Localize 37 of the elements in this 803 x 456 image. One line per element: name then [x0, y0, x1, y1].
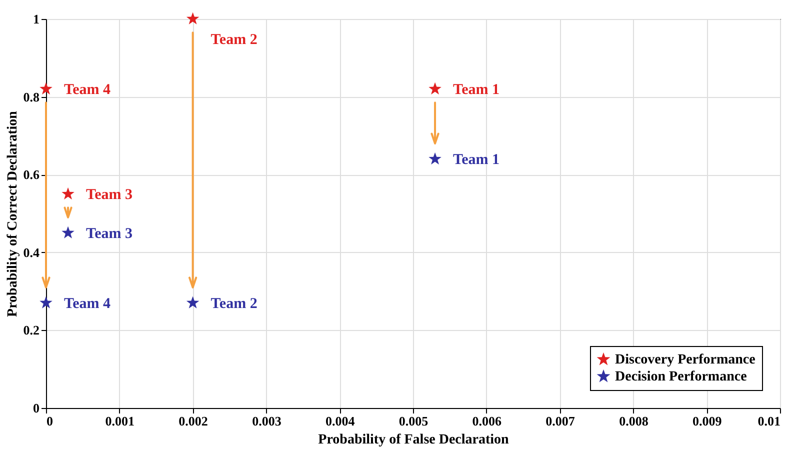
data-label: Team 2: [210, 296, 258, 312]
y-tick-label: 0.6: [23, 167, 40, 182]
data-label: Team 3: [86, 226, 133, 242]
x-tick-label: 0.006: [472, 414, 502, 428]
y-axis-title: Probability of Correct Declaration: [5, 110, 20, 317]
x-axis-title: Probability of False Declaration: [318, 432, 510, 448]
data-label: Team 1: [453, 82, 500, 98]
x-tick-label: 0.005: [398, 414, 429, 428]
x-tick-label: 0.01: [758, 414, 780, 428]
x-tick-label: 0.001: [105, 414, 135, 428]
x-tick-label: 0.003: [252, 414, 282, 428]
point: [186, 12, 200, 24]
x-tick-label: 0.008: [619, 414, 649, 428]
point: [428, 152, 442, 164]
y-tick-label: 0.4: [23, 244, 40, 260]
x-tick-label: 0.007: [546, 414, 576, 428]
x-tick-label: 0.004: [325, 414, 356, 428]
point: [40, 82, 52, 94]
x-tick-label: 0: [46, 414, 53, 428]
data-label: Team 3: [86, 187, 133, 204]
data-label: Team 1: [453, 152, 500, 168]
point: [428, 82, 442, 94]
x-tick-label: 0.009: [692, 414, 722, 428]
point: [62, 187, 74, 200]
y-tick-label: 1: [33, 12, 40, 26]
data-label: Team 4: [64, 296, 112, 312]
y-tick-label: 0.8: [23, 89, 40, 104]
data-label: Team 4: [64, 82, 112, 98]
legend-label: Decision Performance: [615, 370, 747, 384]
data-label: Team 2: [210, 32, 258, 48]
legend-label: Discovery Performance: [615, 352, 756, 368]
point: [40, 296, 52, 308]
x-tick-label: 0.002: [178, 414, 208, 428]
y-tick-label: 0.2: [23, 322, 40, 338]
point: [186, 296, 200, 308]
point: [62, 226, 74, 238]
y-tick-label: 0: [33, 400, 40, 416]
